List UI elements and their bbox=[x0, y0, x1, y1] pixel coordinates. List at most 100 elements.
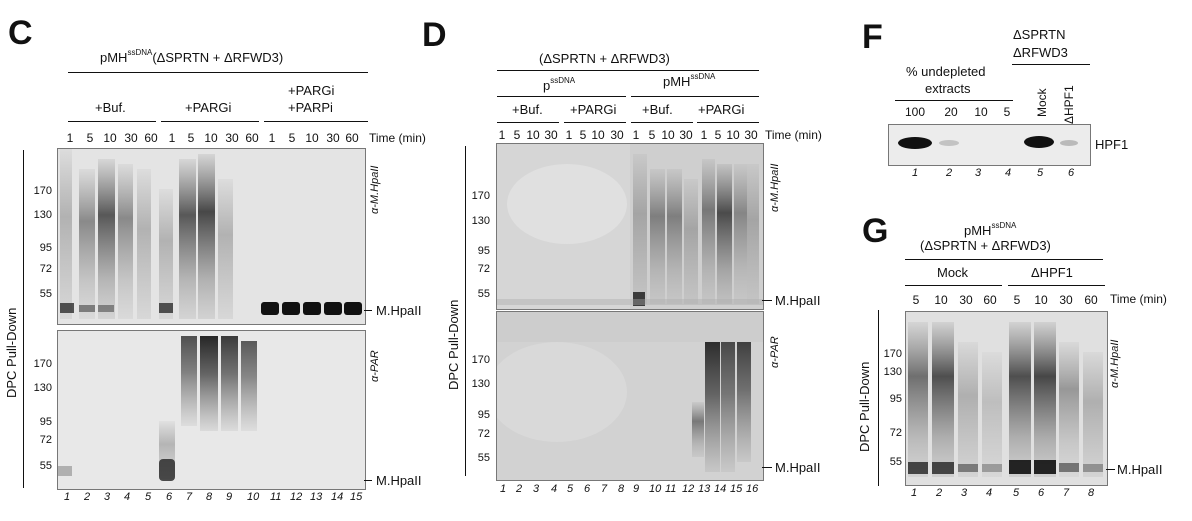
lane-number: 16 bbox=[746, 483, 759, 495]
bracket-line bbox=[161, 121, 259, 123]
panel-letter-d: D bbox=[422, 16, 447, 54]
time-point-label: 10 bbox=[103, 131, 117, 145]
time-point-label: 5 bbox=[187, 131, 195, 145]
lane-number: 15 bbox=[730, 483, 743, 495]
lane-number: 4 bbox=[1005, 167, 1012, 179]
time-point-label: 60 bbox=[144, 131, 158, 145]
group-label: +PARGi bbox=[185, 100, 232, 115]
panel-d-title: (ΔSPRTN + ΔRFWD3) bbox=[539, 51, 670, 66]
lane-number: 3 bbox=[975, 167, 982, 179]
lane-number: 5 bbox=[1013, 487, 1020, 499]
bracket-line bbox=[905, 259, 1103, 261]
group-label: +PARGi bbox=[288, 83, 335, 98]
time-point-label: 10 bbox=[726, 128, 740, 142]
y-axis-label: DPC Pull-Down bbox=[446, 299, 461, 390]
time-point-label: 5 bbox=[714, 128, 722, 142]
lane-number: 2 bbox=[946, 167, 953, 179]
mw-marker: 55 bbox=[477, 452, 490, 464]
time-point-label: 30 bbox=[326, 131, 340, 145]
lane-number: 1 bbox=[64, 491, 71, 503]
lane-number: 1 bbox=[500, 483, 507, 495]
lane-number: 9 bbox=[633, 483, 640, 495]
group-label: +PARPi bbox=[288, 100, 333, 115]
time-point-label: 5 bbox=[579, 128, 587, 142]
band-tick bbox=[1106, 469, 1115, 471]
lane-number: 3 bbox=[961, 487, 968, 499]
group-label: ΔHPF1 bbox=[1031, 265, 1073, 280]
blot-c-top bbox=[57, 148, 366, 325]
mw-marker: 55 bbox=[39, 288, 52, 300]
bracket-line bbox=[497, 70, 759, 72]
lane-number: 11 bbox=[665, 483, 677, 495]
mw-marker: 72 bbox=[39, 434, 52, 446]
antibody-label: α-M.HpaII bbox=[769, 163, 781, 212]
bracket-line bbox=[68, 121, 156, 123]
time-point-label: 10 bbox=[934, 293, 948, 307]
antibody-label: α-M.HpaII bbox=[1109, 339, 1121, 388]
mw-marker: 170 bbox=[471, 190, 490, 202]
antibody-label: α-PAR bbox=[769, 336, 781, 368]
mw-marker: 170 bbox=[883, 348, 902, 360]
lane-number: 10 bbox=[649, 483, 662, 495]
percent-value: 20 bbox=[944, 105, 958, 119]
blot-c-bottom bbox=[57, 330, 366, 490]
mw-marker: 130 bbox=[33, 382, 52, 394]
header-text: ΔSPRTN bbox=[1013, 27, 1066, 42]
mw-marker: 130 bbox=[883, 366, 902, 378]
mw-marker: 95 bbox=[39, 242, 52, 254]
bracket-line bbox=[631, 96, 759, 98]
time-point-label: 5 bbox=[1013, 293, 1021, 307]
band-label: M.HpaII bbox=[1117, 462, 1163, 477]
group-label: +PARGi bbox=[698, 102, 745, 117]
lane-number: 7 bbox=[186, 491, 193, 503]
time-point-label: 5 bbox=[86, 131, 94, 145]
lane-number: 10 bbox=[247, 491, 260, 503]
bracket-line bbox=[68, 72, 368, 74]
lane-number: 2 bbox=[84, 491, 91, 503]
band-tick bbox=[364, 310, 372, 312]
time-point-label: 30 bbox=[679, 128, 693, 142]
mw-marker: 72 bbox=[477, 263, 490, 275]
mw-marker: 170 bbox=[33, 185, 52, 197]
bracket-line bbox=[631, 122, 693, 124]
panel-letter-f: F bbox=[862, 18, 883, 56]
bracket-line bbox=[264, 121, 368, 123]
lane-number: 1 bbox=[911, 487, 918, 499]
band-label: M.HpaII bbox=[775, 293, 821, 308]
percent-value: 10 bbox=[974, 105, 988, 119]
lane-header: ΔHPF1 bbox=[1062, 85, 1076, 124]
time-point-label: 1 bbox=[632, 128, 640, 142]
lane-number: 6 bbox=[584, 483, 591, 495]
mw-marker: 170 bbox=[471, 354, 490, 366]
time-point-label: 30 bbox=[544, 128, 558, 142]
mw-marker: 55 bbox=[39, 460, 52, 472]
panel-letter-g: G bbox=[862, 212, 889, 250]
band-label: M.HpaII bbox=[775, 460, 821, 475]
time-point-label: 5 bbox=[912, 293, 920, 307]
lane-number: 4 bbox=[551, 483, 558, 495]
bracket-line bbox=[895, 100, 1013, 102]
lane-number: 7 bbox=[1063, 487, 1070, 499]
y-axis-label: DPC Pull-Down bbox=[4, 307, 19, 398]
band-tick bbox=[364, 480, 372, 482]
group-label: Mock bbox=[937, 265, 969, 280]
panel-c-title: pMHssDNA(ΔSPRTN + ΔRFWD3) bbox=[100, 48, 284, 65]
blot-d-top bbox=[496, 143, 764, 310]
panel-letter-c: C bbox=[8, 14, 33, 52]
group-label: +Buf. bbox=[642, 102, 673, 117]
panel-g-title: (ΔSPRTN + ΔRFWD3) bbox=[920, 238, 1051, 253]
mw-marker: 55 bbox=[477, 288, 490, 300]
substrate-label: pssDNA bbox=[543, 76, 576, 93]
bracket-line bbox=[497, 122, 559, 124]
time-point-label: 30 bbox=[744, 128, 758, 142]
time-point-label: 1 bbox=[700, 128, 708, 142]
mw-marker: 130 bbox=[471, 215, 490, 227]
time-axis-label: Time (min) bbox=[369, 131, 426, 145]
time-axis-label: Time (min) bbox=[765, 128, 822, 142]
bracket-line bbox=[497, 96, 626, 98]
lane-header: Mock bbox=[1035, 88, 1049, 117]
bracket-line bbox=[1008, 285, 1105, 287]
lane-number: 8 bbox=[206, 491, 213, 503]
time-point-label: 10 bbox=[1034, 293, 1048, 307]
lane-number: 14 bbox=[331, 491, 344, 503]
